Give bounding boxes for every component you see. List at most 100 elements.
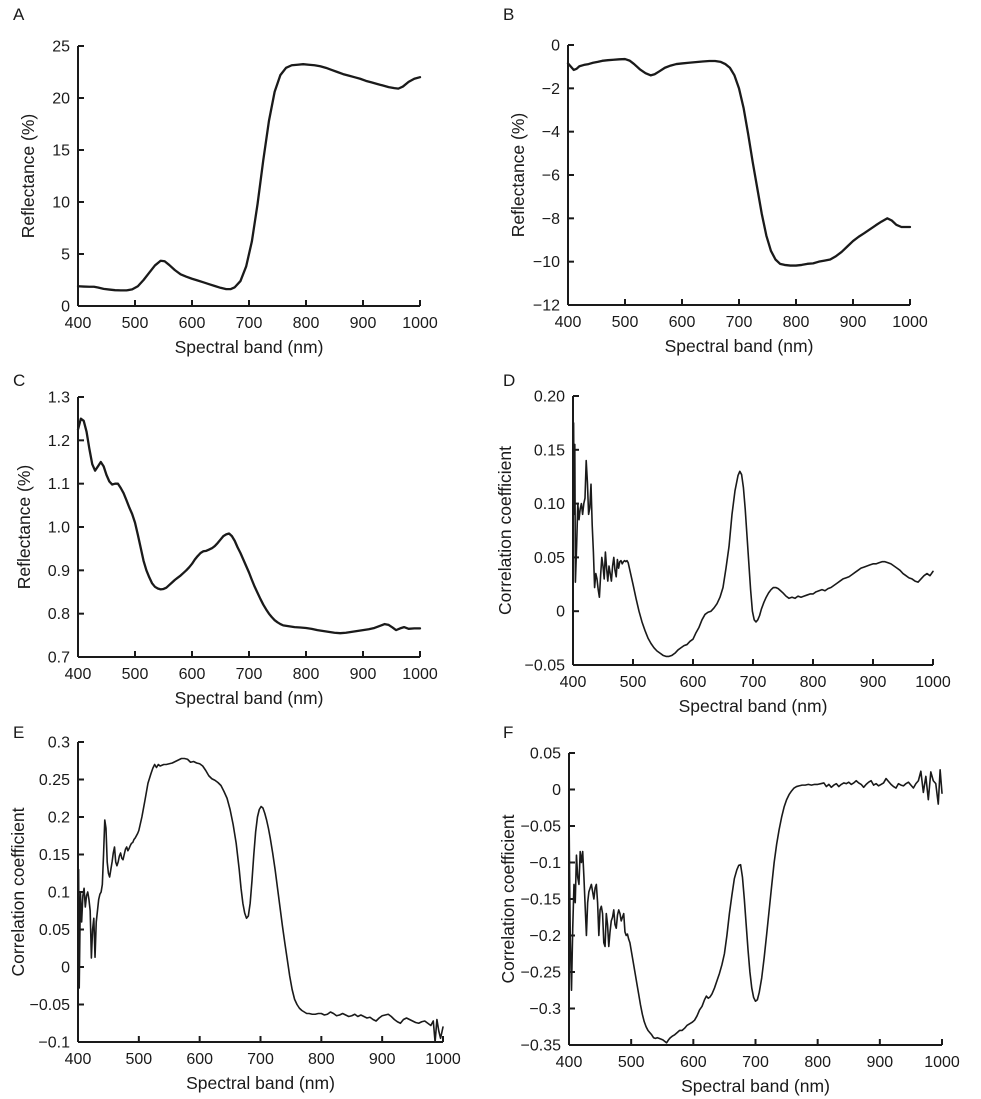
y-tick-label: −0.05 xyxy=(30,997,71,1014)
y-tick-label: 0.05 xyxy=(534,550,565,567)
x-tick-label: 900 xyxy=(350,666,377,683)
y-tick-label: 0.15 xyxy=(534,442,565,459)
x-tick-label: 600 xyxy=(680,1054,707,1071)
chart-C-svg: C 0.7 0.8 0.9 1.0 1.1 1.2 1.3 400 500 600 700 800 900… xyxy=(13,371,438,708)
data-curve xyxy=(572,422,934,658)
x-tick-label: 1000 xyxy=(402,666,438,683)
y-tick-label: −0.05 xyxy=(525,658,566,675)
y-axis-label: Correlation coefficient xyxy=(495,446,515,615)
x-tick-label: 400 xyxy=(65,666,92,683)
y-axis-label: Reflectance (%) xyxy=(14,465,34,590)
x-tick-label: 800 xyxy=(783,314,810,331)
chart-E-svg: E −0.1 −0.05 0 0.05 0.1 0.15 0.2 0.25 0.3 400 500 60… xyxy=(8,723,461,1093)
y-tick-label: 0 xyxy=(556,604,565,621)
panel-D: D −0.05 0 0.05 0.10 0.15 0.20 400 500 600 700 800 90… xyxy=(490,366,981,718)
panel-A: A 0 5 10 15 20 25 400 500 600 700 800 900 1000 Spectra… xyxy=(0,0,490,366)
x-axis-label: Spectral band (nm) xyxy=(186,1073,335,1093)
y-tick-label: −0.25 xyxy=(521,965,562,982)
x-tick-label: 400 xyxy=(65,1051,92,1068)
panel-label: B xyxy=(503,5,514,24)
data-curve xyxy=(566,57,912,267)
y-tick-label: −10 xyxy=(533,254,560,271)
y-tick-label: −8 xyxy=(542,211,560,228)
x-tick-label: 600 xyxy=(186,1051,213,1068)
x-tick-label: 700 xyxy=(740,674,767,691)
panel-label: F xyxy=(503,723,513,742)
panel-E: E −0.1 −0.05 0 0.05 0.1 0.15 0.2 0.25 0.3 400 500 60… xyxy=(0,718,490,1099)
x-tick-label: 800 xyxy=(293,666,320,683)
x-tick-label: 900 xyxy=(350,315,377,332)
chart-F-svg: F −0.35 −0.3 −0.25 −0.2 −0.15 −0.1 −0.05 0 0.05 40… xyxy=(498,723,960,1096)
x-tick-label: 600 xyxy=(680,674,707,691)
x-tick-label: 400 xyxy=(556,1054,583,1071)
data-curve xyxy=(568,768,943,1044)
panel-C: C 0.7 0.8 0.9 1.0 1.1 1.2 1.3 400 500 600 700 800 900… xyxy=(0,366,490,718)
data-curve xyxy=(76,417,422,635)
y-tick-label: 25 xyxy=(52,39,70,56)
x-tick-label: 600 xyxy=(179,666,206,683)
y-tick-label: −0.35 xyxy=(521,1038,562,1055)
y-tick-label: 0.20 xyxy=(534,389,565,406)
x-tick-label: 700 xyxy=(236,315,263,332)
y-tick-label: 0.1 xyxy=(48,885,70,902)
x-tick-label: 700 xyxy=(742,1054,769,1071)
y-axis-label: Reflectance (%) xyxy=(18,114,38,239)
y-tick-label: −0.1 xyxy=(38,1035,70,1052)
x-tick-label: 500 xyxy=(618,1054,645,1071)
x-tick-label: 900 xyxy=(860,674,887,691)
y-tick-label: 1.0 xyxy=(48,520,70,537)
x-tick-label: 1000 xyxy=(924,1054,960,1071)
x-tick-label: 900 xyxy=(866,1054,893,1071)
x-tick-label: 1000 xyxy=(402,315,438,332)
x-tick-label: 700 xyxy=(726,314,753,331)
y-tick-label: 15 xyxy=(52,143,70,160)
y-tick-label: 10 xyxy=(52,195,70,212)
x-axis-label: Spectral band (nm) xyxy=(175,688,324,708)
y-tick-label: 1.3 xyxy=(48,390,70,407)
y-tick-label: −0.15 xyxy=(521,892,562,909)
y-tick-label: 0 xyxy=(61,960,70,977)
y-tick-label: 0.05 xyxy=(530,746,561,763)
y-tick-label: −4 xyxy=(542,124,560,141)
panel-label: D xyxy=(503,371,515,390)
x-tick-label: 500 xyxy=(122,666,149,683)
x-tick-label: 400 xyxy=(560,674,587,691)
x-tick-label: 800 xyxy=(308,1051,335,1068)
x-tick-label: 400 xyxy=(555,314,582,331)
y-tick-label: 20 xyxy=(52,91,70,108)
x-axis-label: Spectral band (nm) xyxy=(175,337,324,357)
y-tick-label: 0.10 xyxy=(534,496,565,513)
y-axis-label: Correlation coefficient xyxy=(498,814,518,983)
y-tick-label: 5 xyxy=(61,247,70,264)
x-tick-label: 600 xyxy=(669,314,696,331)
y-axis-label: Reflectance (%) xyxy=(508,113,528,238)
x-tick-label: 900 xyxy=(840,314,867,331)
x-tick-label: 700 xyxy=(247,1051,274,1068)
x-tick-label: 800 xyxy=(800,674,827,691)
x-axis-label: Spectral band (nm) xyxy=(681,1076,830,1096)
x-tick-label: 800 xyxy=(804,1054,831,1071)
x-tick-label: 1000 xyxy=(892,314,928,331)
y-tick-label: −6 xyxy=(542,168,560,185)
y-tick-label: 0.25 xyxy=(39,772,70,789)
y-tick-label: −12 xyxy=(533,298,560,315)
data-curve xyxy=(76,63,422,292)
y-tick-label: 0.2 xyxy=(48,810,70,827)
x-tick-label: 400 xyxy=(65,315,92,332)
y-tick-label: −0.2 xyxy=(529,928,561,945)
x-axis-label: Spectral band (nm) xyxy=(665,336,814,356)
x-tick-label: 800 xyxy=(293,315,320,332)
x-tick-label: 500 xyxy=(125,1051,152,1068)
x-tick-label: 1000 xyxy=(425,1051,461,1068)
panel-B: B −12 −10 −8 −6 −4 −2 0 400 500 600 700 800 900 1000 Sp… xyxy=(490,0,981,366)
x-tick-label: 900 xyxy=(369,1051,396,1068)
x-tick-label: 500 xyxy=(122,315,149,332)
y-tick-label: 0.3 xyxy=(48,735,70,752)
y-tick-label: −2 xyxy=(542,81,560,98)
y-tick-label: 0.8 xyxy=(48,606,70,623)
y-tick-label: −0.3 xyxy=(529,1001,561,1018)
x-tick-label: 1000 xyxy=(915,674,951,691)
y-tick-label: 0.05 xyxy=(39,922,70,939)
y-tick-label: 0.9 xyxy=(48,563,70,580)
